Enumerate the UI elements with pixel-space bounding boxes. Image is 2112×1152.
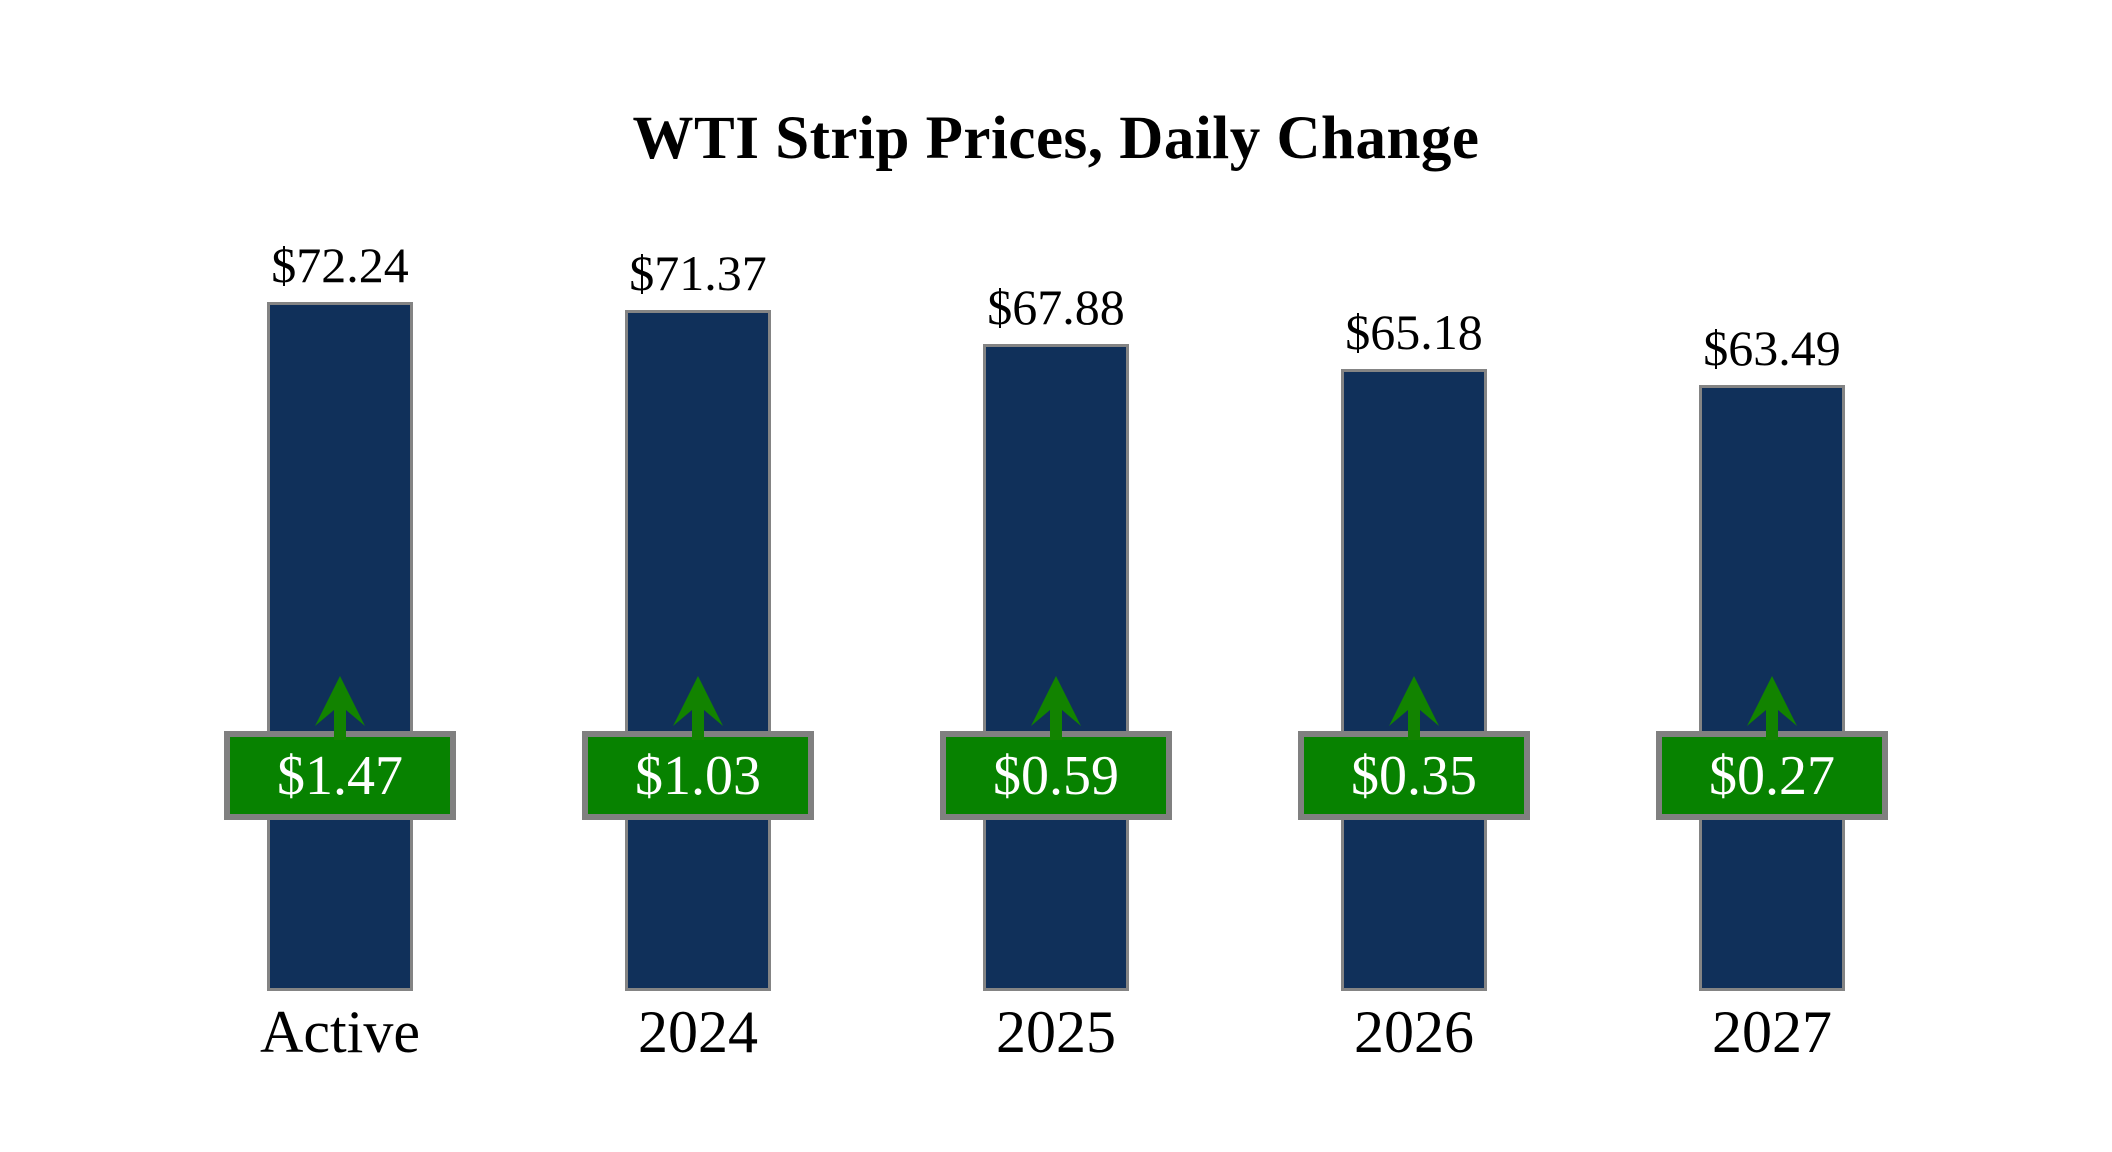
change-value: $0.59 xyxy=(993,744,1119,807)
bar-value-label: $67.88 xyxy=(987,279,1125,335)
change-badge: $1.47 xyxy=(224,731,456,820)
up-arrow-icon xyxy=(315,676,365,740)
change-badge: $0.59 xyxy=(940,731,1172,820)
change-badge: $0.27 xyxy=(1656,731,1888,820)
up-arrow-icon xyxy=(1031,676,1081,740)
bar xyxy=(1341,369,1487,991)
up-arrow-icon xyxy=(1747,676,1797,740)
bar xyxy=(267,302,413,991)
change-badge: $0.35 xyxy=(1298,731,1530,820)
category-label: 2027 xyxy=(1712,999,1832,1065)
up-arrow-icon xyxy=(1389,676,1439,740)
change-value: $1.47 xyxy=(277,744,403,807)
category-label: Active xyxy=(260,999,420,1065)
bar xyxy=(983,344,1129,991)
category-label: 2024 xyxy=(638,999,758,1065)
bar xyxy=(625,310,771,991)
chart-title: WTI Strip Prices, Daily Change xyxy=(632,105,1480,172)
change-badge: $1.03 xyxy=(582,731,814,820)
change-value: $0.35 xyxy=(1351,744,1477,807)
change-value: $0.27 xyxy=(1709,744,1835,807)
bar-value-label: $71.37 xyxy=(629,245,767,301)
bar-value-label: $72.24 xyxy=(271,237,409,293)
bar-value-label: $63.49 xyxy=(1703,320,1841,376)
change-value: $1.03 xyxy=(635,744,761,807)
category-label: 2026 xyxy=(1354,999,1474,1065)
bar-value-label: $65.18 xyxy=(1345,304,1483,360)
up-arrow-icon xyxy=(673,676,723,740)
category-label: 2025 xyxy=(996,999,1116,1065)
